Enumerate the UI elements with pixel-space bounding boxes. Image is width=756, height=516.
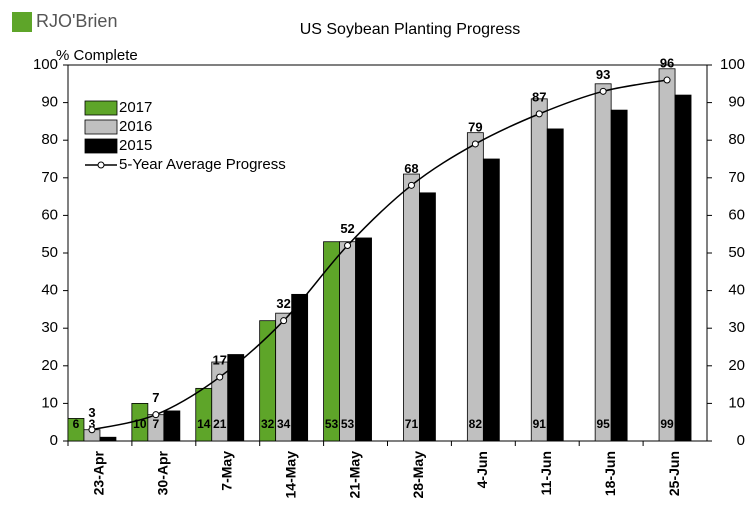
x-tick-label: 18-Jun xyxy=(602,451,618,496)
bar xyxy=(546,128,564,442)
y2-tick-label: 20 xyxy=(728,357,745,374)
value-label: 21 xyxy=(213,417,227,431)
bar xyxy=(466,132,484,442)
y-tick-label: 0 xyxy=(50,432,58,449)
x-tick-label: 23-Apr xyxy=(91,450,107,495)
average-label: 79 xyxy=(468,119,482,134)
bar xyxy=(227,354,245,442)
bar xyxy=(594,83,612,442)
x-tick-label: 14-May xyxy=(282,451,298,499)
legend-swatch xyxy=(84,119,118,135)
x-tick-label: 4-Jun xyxy=(474,451,490,488)
y-tick-label: 100 xyxy=(33,56,58,73)
x-tick-label: 7-May xyxy=(218,451,234,491)
chart-title: US Soybean Planting Progress xyxy=(300,21,521,38)
value-label: 14 xyxy=(197,417,211,431)
bar xyxy=(339,241,356,442)
legend-label: 2015 xyxy=(119,137,152,154)
bar xyxy=(658,68,676,442)
legend-swatch xyxy=(84,138,118,154)
value-label: 7 xyxy=(153,417,160,431)
y2-tick-label: 80 xyxy=(728,131,745,148)
y2-tick-label: 70 xyxy=(728,169,745,186)
y2-tick-label: 40 xyxy=(728,282,745,299)
y2-tick-label: 0 xyxy=(737,432,745,449)
bar xyxy=(674,94,692,442)
legend-label: 2017 xyxy=(119,99,152,116)
average-label: 87 xyxy=(532,89,546,104)
y-tick-label: 10 xyxy=(41,394,58,411)
average-point xyxy=(407,181,415,189)
logo: RJO'Brien xyxy=(36,11,117,31)
average-point xyxy=(216,373,224,381)
bar xyxy=(163,410,181,442)
y-tick-label: 60 xyxy=(41,206,58,223)
value-label: 3 xyxy=(89,417,96,431)
y2-tick-label: 60 xyxy=(728,206,745,223)
y2-tick-label: 30 xyxy=(728,319,745,336)
bar xyxy=(482,158,500,442)
average-label: 17 xyxy=(213,353,227,368)
average-label: 96 xyxy=(660,55,674,70)
value-label: 91 xyxy=(533,417,547,431)
average-point xyxy=(535,110,543,118)
y2-tick-label: 90 xyxy=(728,94,745,111)
logo-mark xyxy=(12,12,32,32)
average-point xyxy=(88,426,96,434)
y-tick-label: 20 xyxy=(41,357,58,374)
bar xyxy=(610,109,628,442)
value-label: 53 xyxy=(325,417,339,431)
y-axis-label: % Complete xyxy=(56,47,138,64)
average-label: 32 xyxy=(276,296,290,311)
value-label: 32 xyxy=(261,417,275,431)
legend-swatch xyxy=(84,100,118,116)
x-tick-label: 21-May xyxy=(346,451,362,499)
bar xyxy=(403,173,420,442)
bar xyxy=(291,293,309,442)
bar xyxy=(530,98,548,442)
y-tick-label: 80 xyxy=(41,131,58,148)
average-point xyxy=(599,87,607,95)
bar xyxy=(195,387,213,442)
y-tick-label: 40 xyxy=(41,282,58,299)
value-label: 82 xyxy=(469,417,483,431)
y2-tick-label: 50 xyxy=(728,244,745,261)
average-line xyxy=(91,79,668,431)
value-label: 6 xyxy=(73,417,80,431)
value-label: 34 xyxy=(277,417,291,431)
average-label: 93 xyxy=(596,67,610,82)
average-label: 52 xyxy=(340,221,354,236)
x-tick-label: 28-May xyxy=(410,451,426,499)
average-point xyxy=(344,241,352,249)
y2-tick-label: 100 xyxy=(720,56,745,73)
y2-tick-label: 10 xyxy=(728,394,745,411)
average-point xyxy=(663,76,671,84)
bar xyxy=(355,237,372,442)
legend-label: 5-Year Average Progress xyxy=(119,156,286,173)
y-tick-label: 50 xyxy=(41,244,58,261)
average-point xyxy=(280,317,288,325)
y-tick-label: 30 xyxy=(41,319,58,336)
y-tick-label: 70 xyxy=(41,169,58,186)
average-label: 7 xyxy=(152,390,159,405)
x-tick-label: 30-Apr xyxy=(155,450,171,495)
value-label: 71 xyxy=(405,417,419,431)
value-label: 99 xyxy=(660,417,674,431)
bar xyxy=(419,192,436,442)
value-label: 53 xyxy=(341,417,355,431)
value-label: 95 xyxy=(596,417,610,431)
bar xyxy=(99,436,117,442)
legend-label: 2016 xyxy=(119,118,152,135)
average-point xyxy=(471,140,479,148)
legend-marker xyxy=(97,161,105,169)
x-tick-label: 11-Jun xyxy=(538,451,554,495)
x-tick-label: 25-Jun xyxy=(666,451,682,496)
average-label: 3 xyxy=(88,405,95,420)
average-point xyxy=(152,411,160,419)
y-tick-label: 90 xyxy=(41,94,58,111)
average-label: 68 xyxy=(404,161,418,176)
